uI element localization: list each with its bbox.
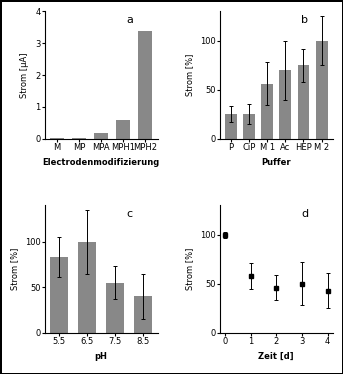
Bar [243,114,255,139]
Bar [50,257,68,333]
Text: b: b [301,15,308,25]
Bar [72,138,86,139]
Text: d: d [301,209,308,219]
Text: a: a [126,15,133,25]
X-axis label: pH: pH [95,352,107,361]
Y-axis label: Strom [%]: Strom [%] [185,248,194,290]
Bar [106,283,124,333]
Y-axis label: Strom [%]: Strom [%] [10,248,19,290]
Y-axis label: Strom [µA]: Strom [µA] [21,52,29,98]
Bar [134,296,152,333]
Bar [50,138,64,139]
Bar [225,114,237,139]
Bar [78,242,96,333]
Y-axis label: Strom [%]: Strom [%] [185,54,194,96]
X-axis label: Electrodenmodifizierung: Electrodenmodifizierung [43,157,160,166]
Bar [138,31,152,139]
Bar [280,70,291,139]
Bar [298,65,309,139]
Bar [116,120,130,139]
Bar [316,41,328,139]
Bar [94,133,108,139]
Text: c: c [126,209,132,219]
X-axis label: Zeit [d]: Zeit [d] [258,352,294,361]
X-axis label: Puffer: Puffer [261,157,291,166]
Bar [261,84,273,139]
